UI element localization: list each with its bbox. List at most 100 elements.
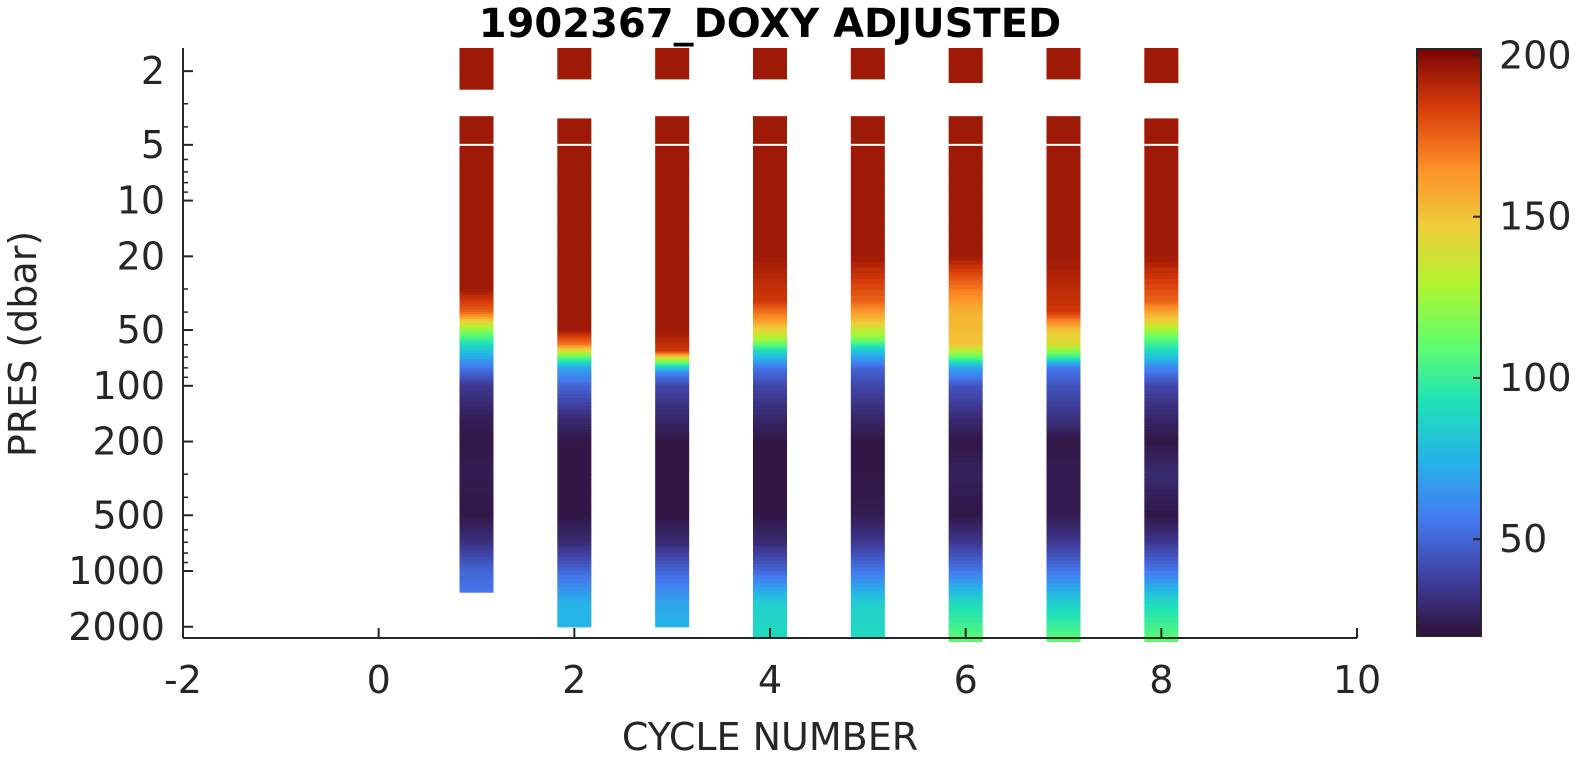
profile-cell [459,291,494,296]
profile-cell [459,186,494,195]
profile-gap [655,143,690,146]
profile-cell [948,357,983,360]
profile-cell [1144,499,1179,506]
profile-cell [948,272,983,278]
profile-cell [1046,583,1081,588]
profile-cell [557,595,592,601]
profile-cell [459,158,494,167]
profile-cell [1046,186,1081,202]
profile-cell [850,119,885,124]
profile-cell [1046,316,1081,320]
profile-cell [948,276,983,282]
profile-cell [655,575,690,580]
profile-cell [850,186,885,202]
profile-cell [1046,504,1081,511]
y-tick-label: 2 [141,49,165,93]
profile-cell [459,359,494,363]
profile-cell [1144,172,1179,188]
profile-cell [557,623,592,628]
profile-cell [557,457,592,463]
profile-cell [753,51,787,57]
profile-cell [459,535,494,540]
profile-cell [557,67,592,72]
profile-cell [1144,381,1179,385]
profile-cell [1144,342,1179,346]
profile-cell [1144,329,1179,333]
profile-cell [850,55,885,61]
profile-cell [459,370,494,373]
profile-column-cycle-4 [753,48,787,639]
profile-cell [655,535,690,540]
profile-cell [557,337,592,340]
y-axis-label: PRES (dbar) [1,231,45,457]
profile-cell [753,599,787,605]
profile-cell [557,466,592,471]
profile-cell [753,575,787,580]
profile-cell [1144,595,1179,601]
profile-cell [850,329,885,333]
profile-cell [655,343,690,347]
profile-cell [753,141,787,146]
profile-cell [459,151,494,160]
profile-cell [655,560,690,565]
profile-cell [1046,339,1081,342]
profile-cell [948,571,983,576]
profile-cell [1046,312,1081,315]
profile-cell [948,119,983,124]
profile-cell [948,379,983,382]
profile-cell [753,123,787,128]
profile-cell [1046,603,1081,609]
profile-cell [1144,522,1179,527]
profile-cell [655,359,690,362]
profile-cell [1046,270,1081,278]
profile-cell [459,314,494,318]
profile-cell [557,606,592,611]
profile-cell [655,283,690,294]
profile-cell [1046,383,1081,387]
profile-cell [557,528,592,533]
profile-cell [948,406,983,411]
profile-cell [459,347,494,352]
profile-cell [753,301,787,305]
profile-cell [850,242,885,257]
profile-cell [655,55,690,61]
profile-cell [1046,362,1081,365]
profile-cell [459,438,494,443]
profile-cell [948,474,983,480]
profile-cell [655,48,690,53]
profile-cell [1046,116,1081,121]
profile-cell [753,308,787,313]
profile-cell [850,379,885,382]
profile-cell [850,349,885,352]
profile-cell [753,479,787,486]
profile-cell [1046,398,1081,403]
profile-cell [655,542,690,547]
profile-cell [459,266,494,279]
profile-cell [1144,349,1179,352]
profile-cell [1144,141,1179,146]
profile-cell [655,489,690,496]
profile-cell [948,583,983,588]
profile-cell [459,389,494,395]
profile-cell [557,346,592,349]
profile-cell [459,341,494,344]
profile-cell [753,389,787,395]
profile-cell [655,457,690,463]
profile-cell [557,228,592,244]
profile-cell [753,228,787,244]
profile-cell [948,366,983,369]
profile-cell [948,553,983,558]
profile-cell [1144,333,1179,337]
profile-cell [655,553,690,558]
profile-cell [459,553,494,558]
profile-cell [1046,359,1081,362]
profile-cell [655,119,690,124]
profile-cell [1144,438,1179,443]
profile-cell [655,402,690,407]
profile-cell [753,620,787,626]
profile-cell [850,438,885,443]
profile-cell [948,346,983,349]
profile-cell [557,172,592,188]
profile-cell [753,583,787,588]
profile-cell [850,261,885,269]
